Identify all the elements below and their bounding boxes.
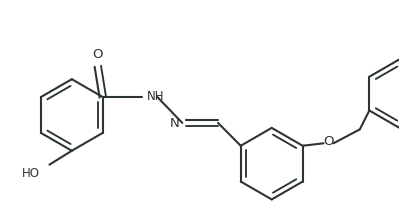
Text: O: O (323, 135, 333, 148)
Text: NH: NH (146, 90, 164, 103)
Text: N: N (170, 117, 180, 130)
Text: O: O (92, 48, 102, 61)
Text: HO: HO (22, 167, 40, 180)
